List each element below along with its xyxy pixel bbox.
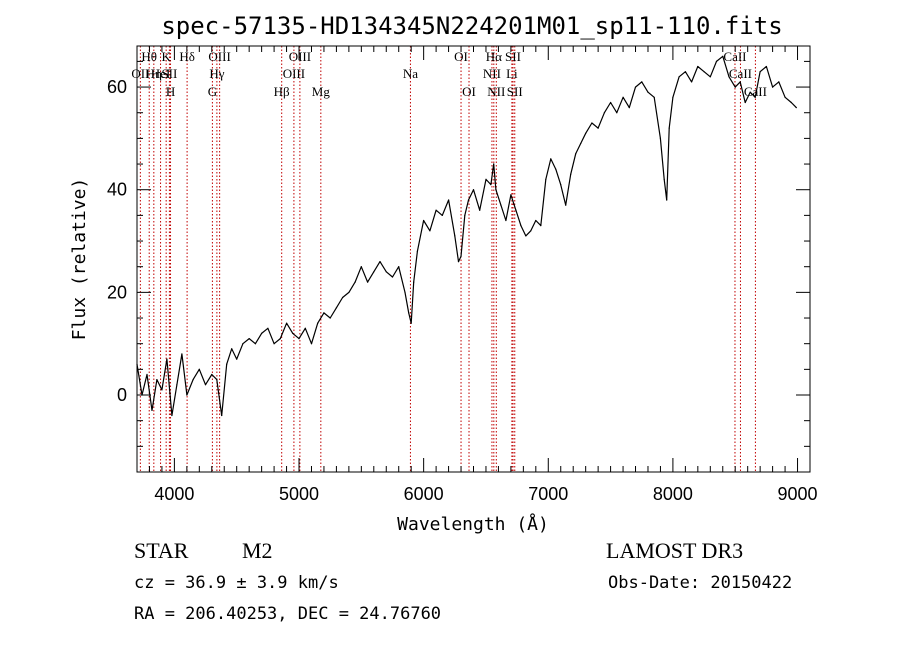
x-tick-label: 5000 xyxy=(279,484,319,504)
line-label-2: Hη xyxy=(146,66,162,81)
line-label-14: Mg xyxy=(312,84,331,99)
y-tick-label: 0 xyxy=(117,385,127,405)
line-label-10: Hγ xyxy=(209,66,224,81)
observation-date: Obs-Date: 20150422 xyxy=(608,573,792,593)
line-label-21: Li xyxy=(506,66,518,81)
line-label-3: HeI xyxy=(151,66,171,81)
line-label-15: Na xyxy=(403,66,418,81)
line-label-11: Hβ xyxy=(274,84,290,99)
line-label-13: OIII xyxy=(289,49,311,64)
line-label-9: OIII xyxy=(208,49,230,64)
line-label-12: OIII xyxy=(283,66,305,81)
line-label-18: NII xyxy=(483,66,501,81)
y-tick-label: 60 xyxy=(107,77,127,97)
line-label-16: OI xyxy=(454,49,468,64)
line-label-25: CaII xyxy=(729,66,752,81)
chart-title: spec-57135-HD134345N224201M01_sp11-110.f… xyxy=(161,12,782,40)
x-tick-label: 8000 xyxy=(653,484,693,504)
plot-frame xyxy=(136,45,811,473)
x-tick-label: 7000 xyxy=(528,484,568,504)
redshift-velocity: cz = 36.9 ± 3.9 km/s xyxy=(134,573,339,593)
line-label-20: Hα xyxy=(486,49,502,64)
x-tick-label: 9000 xyxy=(778,484,818,504)
line-label-19: NII xyxy=(487,84,505,99)
line-label-24: CaII xyxy=(723,49,746,64)
spectral-line-markers xyxy=(139,46,756,472)
line-label-22: SII xyxy=(505,49,521,64)
line-label-17: OI xyxy=(462,84,476,99)
y-tick-label: 40 xyxy=(107,180,127,200)
x-axis-label: Wavelength (Å) xyxy=(397,513,549,535)
ra-dec: RA = 206.40253, DEC = 24.76760 xyxy=(134,604,441,624)
x-tick-label: 6000 xyxy=(404,484,444,504)
spectrum-polyline xyxy=(136,55,797,417)
line-label-26: CaII xyxy=(744,84,767,99)
spectrum-line xyxy=(136,55,797,417)
axis-ticks: 4000 5000 6000 7000 8000 9000 0 20 40 60 xyxy=(107,46,818,504)
line-label-6: H xyxy=(166,84,175,99)
line-label-4: K xyxy=(161,49,171,64)
object-subclass: M2 xyxy=(242,538,273,563)
y-axis-label: Flux (relative) xyxy=(69,178,90,341)
line-label-8: G xyxy=(208,84,217,99)
line-label-23: SII xyxy=(507,84,523,99)
y-tick-label: 20 xyxy=(107,282,127,302)
line-label-5: SII xyxy=(161,66,177,81)
line-label-7: Hδ xyxy=(179,49,195,64)
survey-name: LAMOST DR3 xyxy=(606,538,743,563)
line-label-0: OII xyxy=(131,66,149,81)
line-label-1: Hθ xyxy=(141,49,157,64)
object-class: STAR xyxy=(134,538,189,563)
x-tick-label: 4000 xyxy=(154,484,194,504)
